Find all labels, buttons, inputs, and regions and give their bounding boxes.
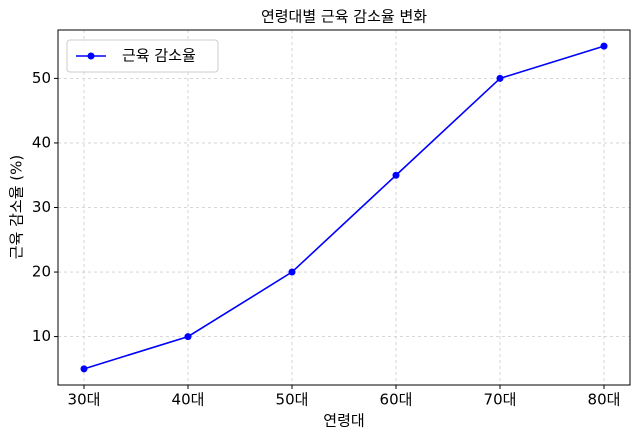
x-tick-label: 50대	[276, 391, 309, 409]
y-tick-label: 40	[32, 133, 51, 151]
y-tick-label: 30	[32, 198, 51, 216]
data-point	[288, 268, 296, 276]
y-tick-label: 20	[32, 263, 51, 281]
plot-frame	[57, 29, 631, 386]
legend-label: 근육 감소율	[122, 47, 196, 65]
x-tick-label: 70대	[484, 391, 517, 409]
x-tick-label: 80대	[588, 391, 621, 409]
x-tick-label: 30대	[68, 391, 101, 409]
data-point	[392, 171, 400, 179]
data-point	[496, 74, 504, 82]
y-tick-label: 50	[32, 69, 51, 87]
chart-title: 연령대별 근육 감소율 변화	[261, 8, 427, 26]
x-tick-label: 60대	[380, 391, 413, 409]
data-point	[80, 365, 88, 373]
data-line	[83, 45, 605, 370]
x-tick-label: 40대	[172, 391, 205, 409]
legend-box	[66, 39, 219, 73]
x-axis-label: 연령대	[323, 412, 364, 430]
y-tick-label: 10	[32, 327, 51, 345]
data-point	[184, 333, 192, 341]
data-point	[600, 42, 608, 50]
y-axis-label: 근육 감소율 (%)	[8, 155, 26, 260]
legend-marker	[87, 52, 95, 60]
